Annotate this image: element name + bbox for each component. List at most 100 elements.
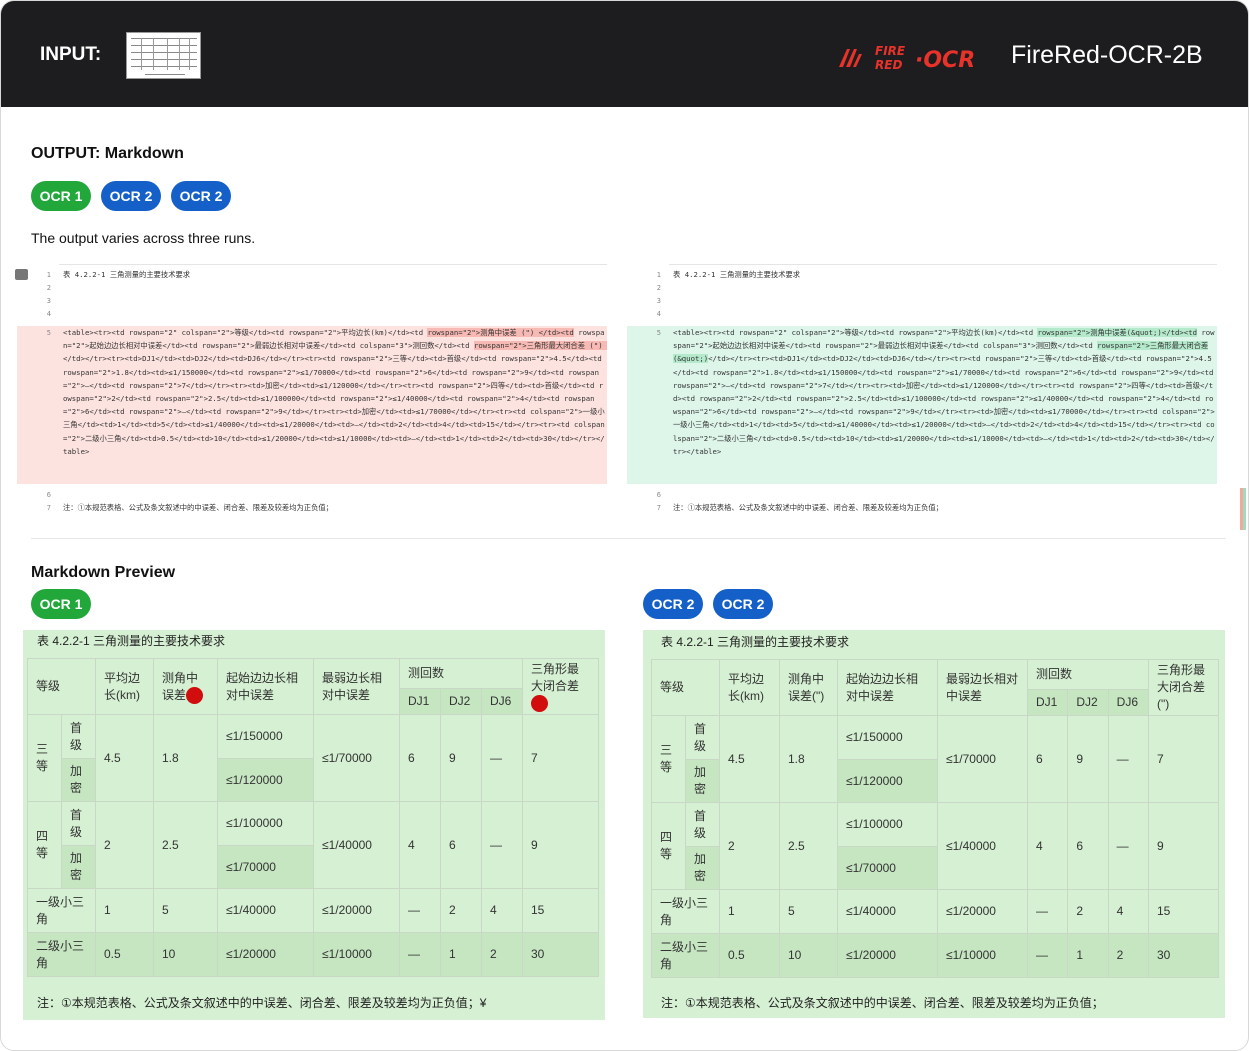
cell-third: 三等 [27,714,62,803]
removed-fragment: rowspan="2">三角形最大闭合差 (") [473,341,608,351]
error-marker-icon [531,695,548,713]
cell: ≤1/150000 [217,714,314,760]
input-label: INPUT: [40,44,102,65]
brand-name: FireRed-OCR-2B [1011,41,1203,69]
code-fragment: <table><tr><td rowspan="2" colspan="2">等… [63,328,428,337]
cell: 2 [719,802,780,890]
header-rounds: 测回数 [1027,659,1149,690]
preview-pill-ocr2[interactable]: OCR 2 [643,589,703,619]
diff-panel-right[interactable]: 1 2 3 4 表 4.2.2-1 三角测量的主要技术要求 5 <table><… [627,264,1217,516]
preview-table-right: 等级 平均边长(km) 测角中误差(") 起始边边长相对中误差 最弱边长相对中误… [651,659,1219,978]
table-caption: 表 4.2.2-1 三角测量的主要技术要求 [37,634,226,648]
cell: 1 [1067,933,1109,978]
line-number: 6 [656,491,661,499]
cell: 15 [522,888,599,934]
cell: 4 [399,801,441,890]
cell-class2: 二级小三角 [651,933,720,978]
header-start-error: 起始边边长相对中误差 [837,659,938,716]
cell: 4 [1107,889,1150,934]
header-rounds: 测回数 [399,657,523,690]
code-line-1: 表 4.2.2-1 三角测量的主要技术要求 [63,270,191,279]
code-fragment: <table><tr><td rowspan="2" colspan="2">等… [673,328,1038,337]
header-grade: 等级 [651,659,720,716]
cell: 7 [1148,715,1219,803]
code-line-7: 注：①本规范表格、公式及条文叙述中的中误差、闭合差、限差及较差均为正负值； [673,503,943,512]
cell: 2 [95,801,154,890]
code-fragment: rowspan="2">起始边边长相对中误差</td><td rowspan="… [63,328,605,351]
comment-icon[interactable] [15,269,28,280]
preview-pill-ocr2-b[interactable]: OCR 2 [713,589,773,619]
run-pill-ocr1[interactable]: OCR 1 [31,181,91,211]
firered-logo: FIRE RED ·OCR [839,44,975,73]
header-dj2: DJ2 [1067,689,1109,716]
top-bar: INPUT: FIRE RED ·OCR FireRed-OCR-2B [1,1,1248,107]
table-footnote: 注：①本规范表格、公式及条文叙述中的中误差、闭合差、限差及较差均为正负值； [661,996,1104,1010]
cell: — [1107,802,1150,890]
header-weak-error: 最弱边长相对中误差 [313,657,400,716]
header-angle-error-text: 测角中误差 [162,670,199,702]
cell: ≤1/70000 [313,714,400,803]
svg-text:FIRE: FIRE [875,44,906,58]
cell: ≤1/70000 [837,846,938,890]
header-avg-length: 平均边长(km) [719,659,780,716]
cell: ≤1/120000 [837,759,938,803]
cell-third: 三等 [651,715,686,803]
cell-dense: 加密 [685,759,720,803]
cell: 9 [440,714,482,803]
svg-text:RED: RED [875,58,902,72]
cell: 15 [1148,889,1219,934]
header-dj1: DJ1 [399,688,441,716]
line-number: 2 [656,284,661,292]
line-number: 4 [46,310,51,318]
line-number: 2 [46,284,51,292]
header-start-error: 起始边边长相对中误差 [217,657,314,716]
table-footnote: 注：①本规范表格、公式及条文叙述中的中误差、闭合差、限差及较差均为正负值；¥ [37,996,487,1010]
cell: 4 [1026,802,1069,890]
cell: 6 [1026,715,1069,803]
header-dj6: DJ6 [1107,689,1150,716]
cell-fourth: 四等 [27,801,62,890]
cell: 1 [440,932,482,978]
cell: 9 [1148,802,1219,890]
cell: 2 [481,932,523,978]
code-line-7: 注：①本规范表格、公式及条文叙述中的中误差、闭合差、限差及较差均为正负值； [63,503,333,512]
cell: ≤1/100000 [837,802,938,847]
cell-first-level: 首级 [685,715,720,760]
run-pill-ocr2-b[interactable]: OCR 2 [171,181,231,211]
code-fragment: </td></tr><tr><td>DJ1</td><td>DJ2</td><t… [673,354,1218,456]
header-closure: 三角形最大闭合差 [522,657,599,716]
cell: — [481,714,523,803]
input-thumbnail[interactable] [126,32,201,79]
cell: — [481,801,523,890]
code-fragment: </td></tr><tr><td>DJ1</td><td>DJ2</td><t… [63,354,607,456]
cell: ≤1/70000 [937,715,1028,803]
cell: ≤1/20000 [313,888,400,934]
code-line-5: <table><tr><td rowspan="2" colspan="2">等… [673,326,1215,458]
cell: ≤1/120000 [217,758,314,803]
header-dj1: DJ1 [1026,689,1069,716]
runs-note: The output varies across three runs. [31,230,256,246]
output-title: OUTPUT: Markdown [31,145,184,162]
cell: ≤1/100000 [217,801,314,847]
cell-class1: 一级小三角 [651,889,720,934]
cell: 1.8 [779,715,838,803]
cell: 2.5 [153,801,218,890]
cell: 6 [1067,802,1109,890]
run-pill-ocr2[interactable]: OCR 2 [101,181,161,211]
cell: ≤1/40000 [837,889,938,934]
diff-scrollbar-markers[interactable] [1240,488,1246,530]
cell-fourth: 四等 [651,802,686,890]
diff-panel-left[interactable]: 1 2 3 4 表 4.2.2-1 三角测量的主要技术要求 5 <table><… [15,264,608,516]
cell-first-level: 首级 [61,714,96,760]
cell: 7 [522,714,599,803]
cell: 9 [522,801,599,890]
preview-pill-ocr1[interactable]: OCR 1 [31,589,91,619]
cell: ≤1/20000 [837,933,938,978]
cell: 2 [1107,933,1150,978]
cell: 1 [719,889,780,934]
cell: 30 [522,932,599,978]
cell: 30 [1148,933,1219,978]
cell: ≤1/20000 [937,889,1028,934]
cell: ≤1/70000 [217,845,314,890]
